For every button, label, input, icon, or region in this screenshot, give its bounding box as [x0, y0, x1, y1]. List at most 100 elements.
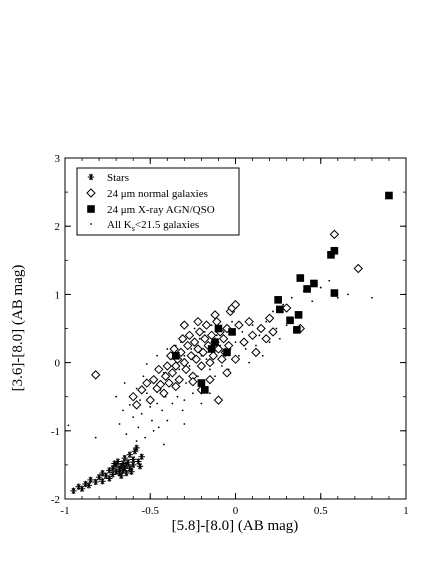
galaxy-dot-point — [161, 409, 164, 412]
normal-galaxy-point — [230, 299, 241, 310]
agn-point — [223, 348, 231, 357]
galaxy-dot-point — [135, 440, 138, 442]
y-tick-label: 2 — [55, 221, 61, 233]
normal-galaxy-point — [171, 381, 181, 392]
galaxy-dot-point — [214, 375, 216, 378]
legend-marker-dot — [90, 223, 92, 225]
x-tick-label: -0.5 — [142, 505, 160, 517]
galaxy-dot-point — [181, 409, 184, 412]
star-point — [123, 469, 130, 477]
galaxy-dot-point — [198, 337, 201, 340]
agn-point — [211, 338, 219, 346]
galaxy-dot-point — [328, 279, 331, 282]
star-point — [130, 461, 137, 469]
galaxy-dot-point — [285, 324, 288, 326]
galaxy-dot-point — [145, 392, 148, 395]
normal-galaxy-point — [162, 361, 173, 371]
star-point — [126, 451, 133, 458]
galaxy-dot-point — [210, 324, 213, 326]
agn-point — [276, 305, 284, 314]
galaxy-dot-point — [142, 375, 145, 378]
galaxy-dot-point — [282, 303, 285, 306]
galaxy-dot-point — [67, 424, 70, 427]
legend-items: Stars 24 μm normal galaxies 24 μm X-ray AG… — [86, 172, 215, 233]
normal-galaxy-point — [167, 368, 178, 378]
star-point — [136, 463, 144, 470]
star-point — [133, 444, 140, 452]
agn-point — [228, 328, 236, 336]
normal-galaxy-point — [142, 378, 152, 388]
star-point — [78, 485, 86, 492]
normal-galaxy-point — [148, 374, 159, 385]
galaxy-dot-point — [151, 419, 153, 422]
normal-galaxy-point — [189, 337, 200, 347]
star-point — [99, 478, 106, 485]
legend-marker-asterisk — [87, 173, 95, 181]
normal-galaxy-point — [234, 320, 244, 330]
normal-galaxy-point — [179, 320, 190, 330]
legend-label: All Ks<21.5 galaxies — [107, 219, 199, 233]
star-point — [124, 458, 132, 466]
legend-label: 24 μm normal galaxies — [107, 188, 208, 200]
galaxy-dot-point — [157, 426, 160, 429]
normal-galaxy-point — [268, 327, 278, 337]
agn-point — [294, 311, 303, 319]
agn-point — [207, 345, 216, 353]
x-tick-label: 0.5 — [314, 505, 328, 517]
star-point — [85, 482, 93, 489]
galaxy-dot-point — [132, 416, 135, 419]
galaxy-dot-point — [135, 387, 138, 390]
x-tick-label: 1 — [403, 505, 409, 517]
y-tick-label: 3 — [55, 153, 61, 165]
normal-galaxy-point — [264, 313, 275, 323]
star-point — [121, 454, 128, 462]
normal-galaxy-point — [251, 347, 261, 358]
normal-galaxy-point — [171, 361, 181, 371]
legend-label: 24 μm X-ray AGN/QSO — [107, 204, 215, 216]
galaxy-dot-point — [115, 395, 118, 398]
normal-galaxy-point — [196, 361, 207, 371]
galaxy-dot-point — [234, 341, 237, 344]
agn-point — [274, 296, 282, 304]
legend-marker-diamond — [86, 188, 96, 198]
normal-galaxy-point — [239, 337, 249, 347]
normal-galaxy-point — [213, 395, 224, 405]
normal-galaxy-point — [247, 330, 258, 341]
legend-marker-square — [87, 205, 95, 213]
normal-galaxy-point — [154, 364, 164, 375]
normal-galaxy-point — [90, 370, 101, 380]
galaxy-dot-point — [336, 296, 339, 299]
data-points — [67, 191, 393, 495]
galaxy-dot-point — [265, 320, 268, 323]
legend-box — [76, 167, 240, 236]
normal-galaxy-point — [210, 310, 220, 320]
galaxy-dot-point — [162, 443, 165, 446]
galaxy-dot-point — [238, 354, 240, 357]
agn-point — [214, 324, 223, 333]
galaxy-dot-point — [268, 341, 271, 344]
galaxy-dot-point — [183, 354, 186, 357]
galaxy-dot-point — [311, 300, 314, 303]
normal-galaxy-point — [212, 316, 222, 327]
galaxy-dot-point — [118, 423, 121, 425]
galaxy-dot-point — [139, 399, 141, 402]
normal-galaxy-point — [160, 371, 171, 381]
agn-point — [310, 279, 318, 288]
galaxy-dot-point — [197, 375, 199, 378]
y-tick-label: 0 — [55, 358, 61, 370]
star-point — [118, 472, 125, 480]
normal-galaxy-point — [353, 263, 363, 274]
normal-galaxy-point — [184, 330, 195, 341]
galaxy-dot-point — [137, 426, 140, 429]
galaxy-dot-point — [215, 334, 218, 337]
star-point — [95, 473, 103, 481]
agn-point — [201, 386, 209, 394]
galaxy-dot-point — [220, 365, 223, 367]
galaxy-dot-point — [123, 382, 126, 384]
agn-point — [172, 351, 180, 360]
galaxy-dot-point — [176, 395, 179, 398]
normal-galaxy-point — [205, 374, 215, 385]
x-tick-label: -1 — [60, 505, 69, 517]
y-tick-label: -2 — [51, 494, 60, 506]
agn-point — [293, 326, 301, 334]
